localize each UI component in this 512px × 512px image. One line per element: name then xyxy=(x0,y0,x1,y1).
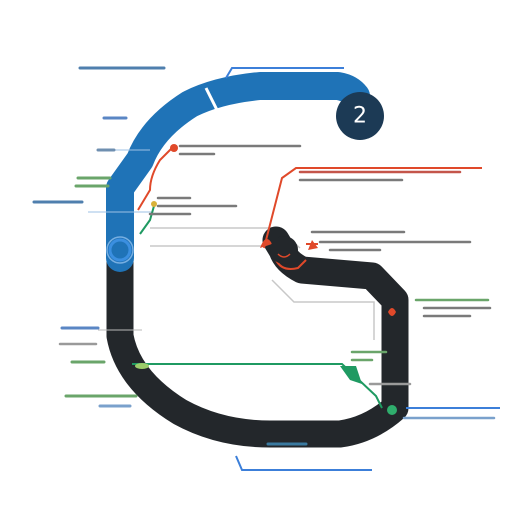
blue-track xyxy=(106,72,370,272)
gray-guide-right xyxy=(271,279,375,340)
blue-track-separator xyxy=(204,87,222,117)
label-bars xyxy=(32,66,496,446)
number-badge: 2 xyxy=(336,92,384,140)
red-tip-left xyxy=(260,238,272,248)
green-dot-bottom xyxy=(135,363,149,369)
green-line-left xyxy=(139,205,155,235)
badge-number: 2 xyxy=(353,104,367,129)
red-tip-right xyxy=(308,240,318,250)
red-tip-side xyxy=(388,308,396,316)
junction-mark xyxy=(277,253,291,258)
red-dot-upper xyxy=(170,144,178,152)
dark-track xyxy=(106,226,409,448)
red-line-top xyxy=(263,167,482,249)
red-lines xyxy=(137,147,482,270)
blue-line-top xyxy=(225,67,344,79)
green-dot-right xyxy=(387,405,397,415)
blue-lines xyxy=(225,67,500,471)
green-lines xyxy=(132,205,383,409)
blue-line-bottom xyxy=(235,455,372,471)
red-line-left xyxy=(137,147,173,211)
green-wedge xyxy=(340,366,362,384)
ring-marker-icon xyxy=(106,236,134,264)
junction-node xyxy=(270,236,298,264)
yellow-dot xyxy=(151,201,157,207)
